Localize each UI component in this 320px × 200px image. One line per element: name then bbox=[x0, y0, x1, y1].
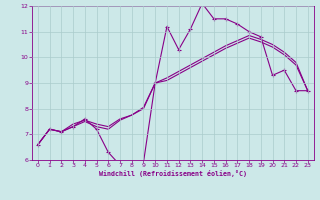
X-axis label: Windchill (Refroidissement éolien,°C): Windchill (Refroidissement éolien,°C) bbox=[99, 170, 247, 177]
